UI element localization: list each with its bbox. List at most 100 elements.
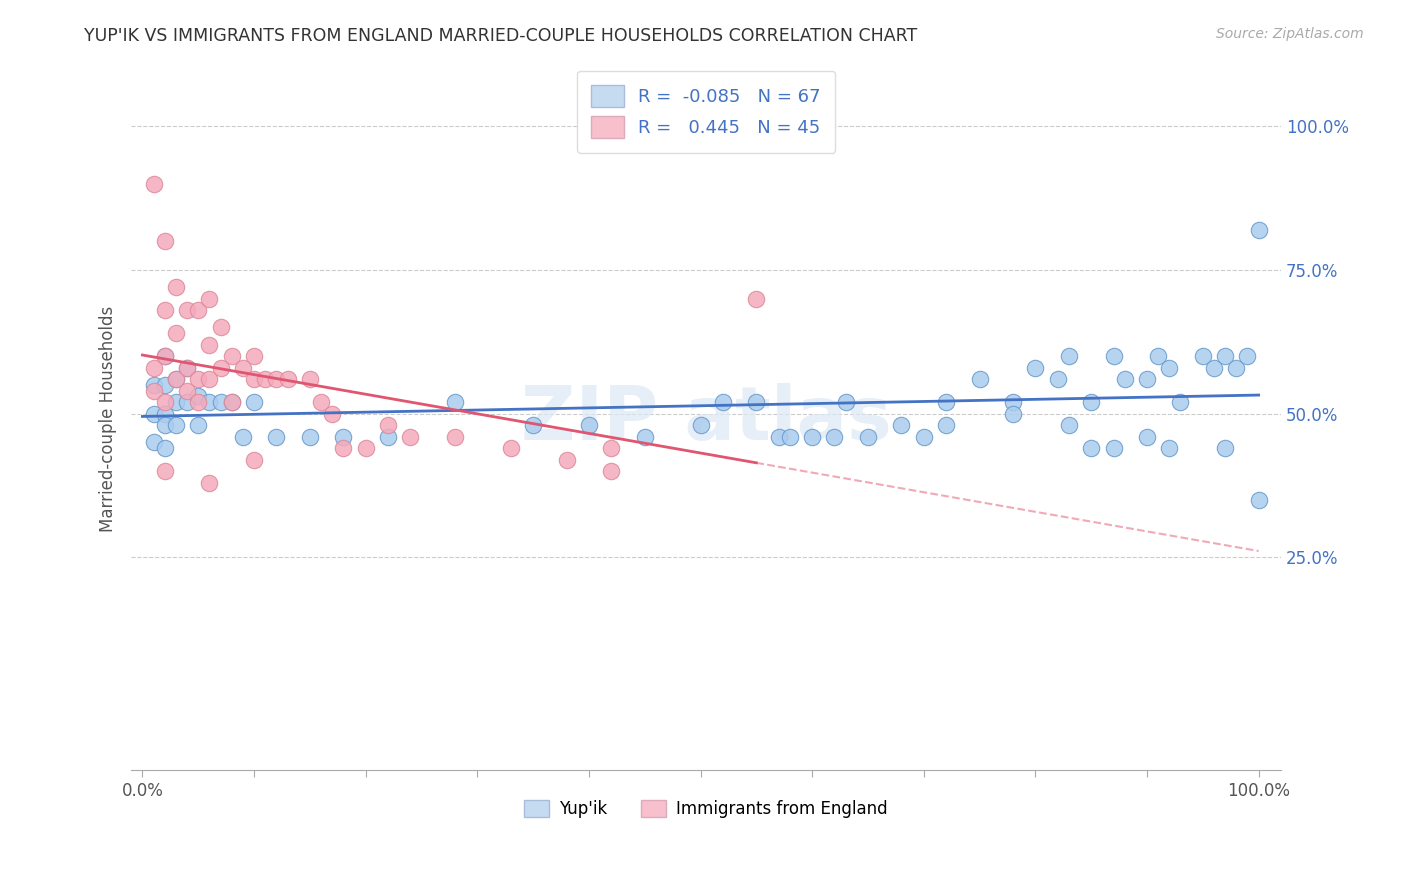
Text: YUP'IK VS IMMIGRANTS FROM ENGLAND MARRIED-COUPLE HOUSEHOLDS CORRELATION CHART: YUP'IK VS IMMIGRANTS FROM ENGLAND MARRIE… <box>84 27 918 45</box>
Point <box>153 377 176 392</box>
Point <box>243 372 266 386</box>
Point <box>142 377 165 392</box>
Point <box>444 395 467 409</box>
Point <box>1002 407 1025 421</box>
Point <box>198 337 221 351</box>
Point <box>555 452 578 467</box>
Point <box>187 417 209 432</box>
Point <box>1225 360 1247 375</box>
Point <box>1159 441 1181 455</box>
Point <box>142 384 165 398</box>
Point <box>165 280 187 294</box>
Point <box>198 475 221 490</box>
Point <box>1213 441 1236 455</box>
Point <box>1080 441 1102 455</box>
Point <box>768 429 790 443</box>
Point <box>935 395 957 409</box>
Point <box>221 395 243 409</box>
Point <box>142 360 165 375</box>
Point <box>187 372 209 386</box>
Point <box>332 441 354 455</box>
Point <box>198 292 221 306</box>
Point <box>578 417 600 432</box>
Point <box>232 429 254 443</box>
Point <box>1080 395 1102 409</box>
Point <box>522 417 544 432</box>
Point <box>153 395 176 409</box>
Point <box>243 395 266 409</box>
Point <box>600 464 623 478</box>
Point <box>221 349 243 363</box>
Point <box>1247 222 1270 236</box>
Point <box>935 417 957 432</box>
Point <box>834 395 856 409</box>
Text: Source: ZipAtlas.com: Source: ZipAtlas.com <box>1216 27 1364 41</box>
Point <box>165 395 187 409</box>
Point <box>1057 417 1080 432</box>
Point <box>165 326 187 340</box>
Point <box>153 349 176 363</box>
Point <box>209 360 232 375</box>
Point <box>276 372 298 386</box>
Point <box>745 292 768 306</box>
Point <box>634 429 657 443</box>
Point <box>444 429 467 443</box>
Point <box>856 429 879 443</box>
Point <box>309 395 332 409</box>
Point <box>165 372 187 386</box>
Point <box>1170 395 1192 409</box>
Point <box>354 441 377 455</box>
Point <box>779 429 801 443</box>
Point <box>1102 349 1125 363</box>
Point <box>198 372 221 386</box>
Point <box>209 320 232 334</box>
Point <box>1024 360 1046 375</box>
Point <box>142 407 165 421</box>
Text: ZIP atlas: ZIP atlas <box>520 383 891 456</box>
Y-axis label: Married-couple Households: Married-couple Households <box>100 306 117 533</box>
Point <box>298 429 321 443</box>
Point <box>1057 349 1080 363</box>
Point <box>1213 349 1236 363</box>
Point <box>142 177 165 191</box>
Point <box>165 372 187 386</box>
Point <box>1159 360 1181 375</box>
Point <box>801 429 824 443</box>
Point <box>711 395 734 409</box>
Point <box>153 234 176 248</box>
Point <box>153 441 176 455</box>
Point <box>377 417 399 432</box>
Point <box>176 360 198 375</box>
Point <box>176 360 198 375</box>
Point <box>198 395 221 409</box>
Point <box>745 395 768 409</box>
Point <box>209 395 232 409</box>
Point <box>266 429 288 443</box>
Point <box>689 417 711 432</box>
Point <box>176 303 198 318</box>
Point <box>969 372 991 386</box>
Point <box>176 395 198 409</box>
Point <box>912 429 935 443</box>
Point <box>499 441 522 455</box>
Point <box>266 372 288 386</box>
Point <box>153 349 176 363</box>
Point <box>824 429 846 443</box>
Point <box>153 303 176 318</box>
Point <box>142 435 165 450</box>
Point <box>187 389 209 403</box>
Point <box>377 429 399 443</box>
Point <box>221 395 243 409</box>
Point <box>243 349 266 363</box>
Point <box>187 395 209 409</box>
Point <box>153 464 176 478</box>
Point <box>298 372 321 386</box>
Point <box>232 360 254 375</box>
Point <box>1102 441 1125 455</box>
Point <box>1202 360 1225 375</box>
Point <box>165 417 187 432</box>
Point <box>1147 349 1170 363</box>
Point <box>254 372 277 386</box>
Point <box>1247 492 1270 507</box>
Point <box>176 384 198 398</box>
